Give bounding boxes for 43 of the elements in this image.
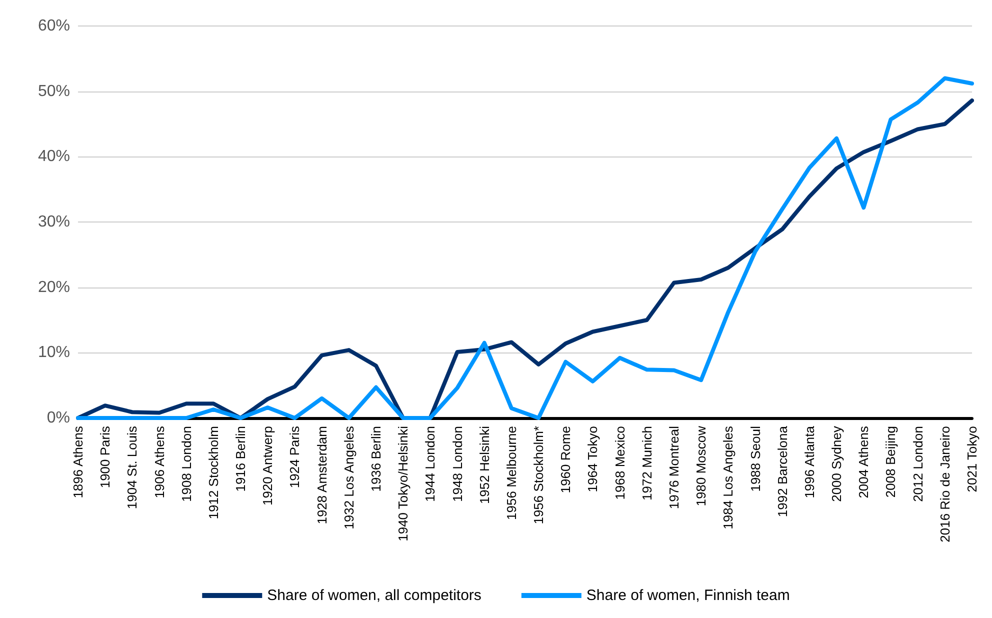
x-tick-label: 1904 St. Louis	[124, 426, 140, 510]
y-tick-label: 0%	[46, 410, 70, 426]
x-tick-label: 1960 Rome	[558, 426, 574, 494]
x-tick-label: 1964 Tokyo	[585, 426, 600, 492]
x-tick-label: 2012 London	[910, 426, 926, 502]
y-tick-label: 20%	[38, 278, 70, 296]
x-tick-label: 1944 London	[422, 426, 438, 502]
x-tick-label: 2004 Athens	[856, 426, 872, 498]
x-tick-label: 1956 Melbourne	[504, 426, 519, 520]
x-tick-label: 1906 Athens	[152, 426, 167, 498]
x-tick-label: 1928 Amsterdam	[314, 426, 330, 524]
x-tick-label: 1896 Athens	[70, 426, 86, 498]
y-tick-label: 10%	[38, 344, 70, 362]
x-tick-label: 1940 Tokyo/Helsinki	[396, 426, 411, 542]
x-tick-label: 1972 Munich	[639, 426, 654, 500]
x-tick-label: 1968 Mexico	[612, 426, 628, 500]
x-tick-label: 1952 Helsinki	[476, 426, 492, 504]
x-tick-label: 1912 Stockholm	[206, 426, 221, 520]
x-tick-label: 1948 London	[450, 426, 465, 502]
x-tick-label: 1984 Los Angeles	[720, 426, 736, 530]
x-tick-label: 1988 Seoul	[748, 426, 763, 492]
legend-label: Share of women, all competitors	[267, 587, 482, 604]
y-tick-label: 60%	[38, 18, 70, 34]
y-tick-label: 50%	[38, 82, 70, 100]
x-tick-label: 1936 Berlin	[368, 426, 384, 492]
y-tick-label: 30%	[38, 214, 70, 230]
x-tick-label: 1900 Paris	[98, 426, 113, 488]
x-tick-label: 1932 Los Angeles	[341, 426, 356, 530]
x-tick-label: 1992 Barcelona	[774, 425, 790, 518]
x-tick-label: 1920 Antwerp	[260, 426, 276, 506]
x-tick-label: 2021 Tokyo	[964, 426, 980, 492]
x-tick-label: 1980 Moscow	[694, 425, 709, 506]
x-tick-label: 2000 Sydney	[829, 426, 844, 502]
legend-label: Share of women, Finnish team	[586, 587, 790, 604]
x-tick-label: 1908 London	[178, 426, 194, 502]
x-tick-label: 1996 Atlanta	[802, 425, 817, 498]
y-tick-label: 40%	[38, 148, 70, 166]
x-tick-label: 2016 Rio de Janeiro	[937, 426, 952, 542]
x-tick-label: 2008 Beijing	[883, 426, 898, 498]
x-tick-label: 1956 Stockholm*	[531, 426, 546, 524]
x-tick-label: 1924 Paris	[287, 426, 302, 488]
x-tick-label: 1976 Montreal	[666, 426, 682, 510]
x-tick-label: 1916 Berlin	[233, 426, 248, 492]
